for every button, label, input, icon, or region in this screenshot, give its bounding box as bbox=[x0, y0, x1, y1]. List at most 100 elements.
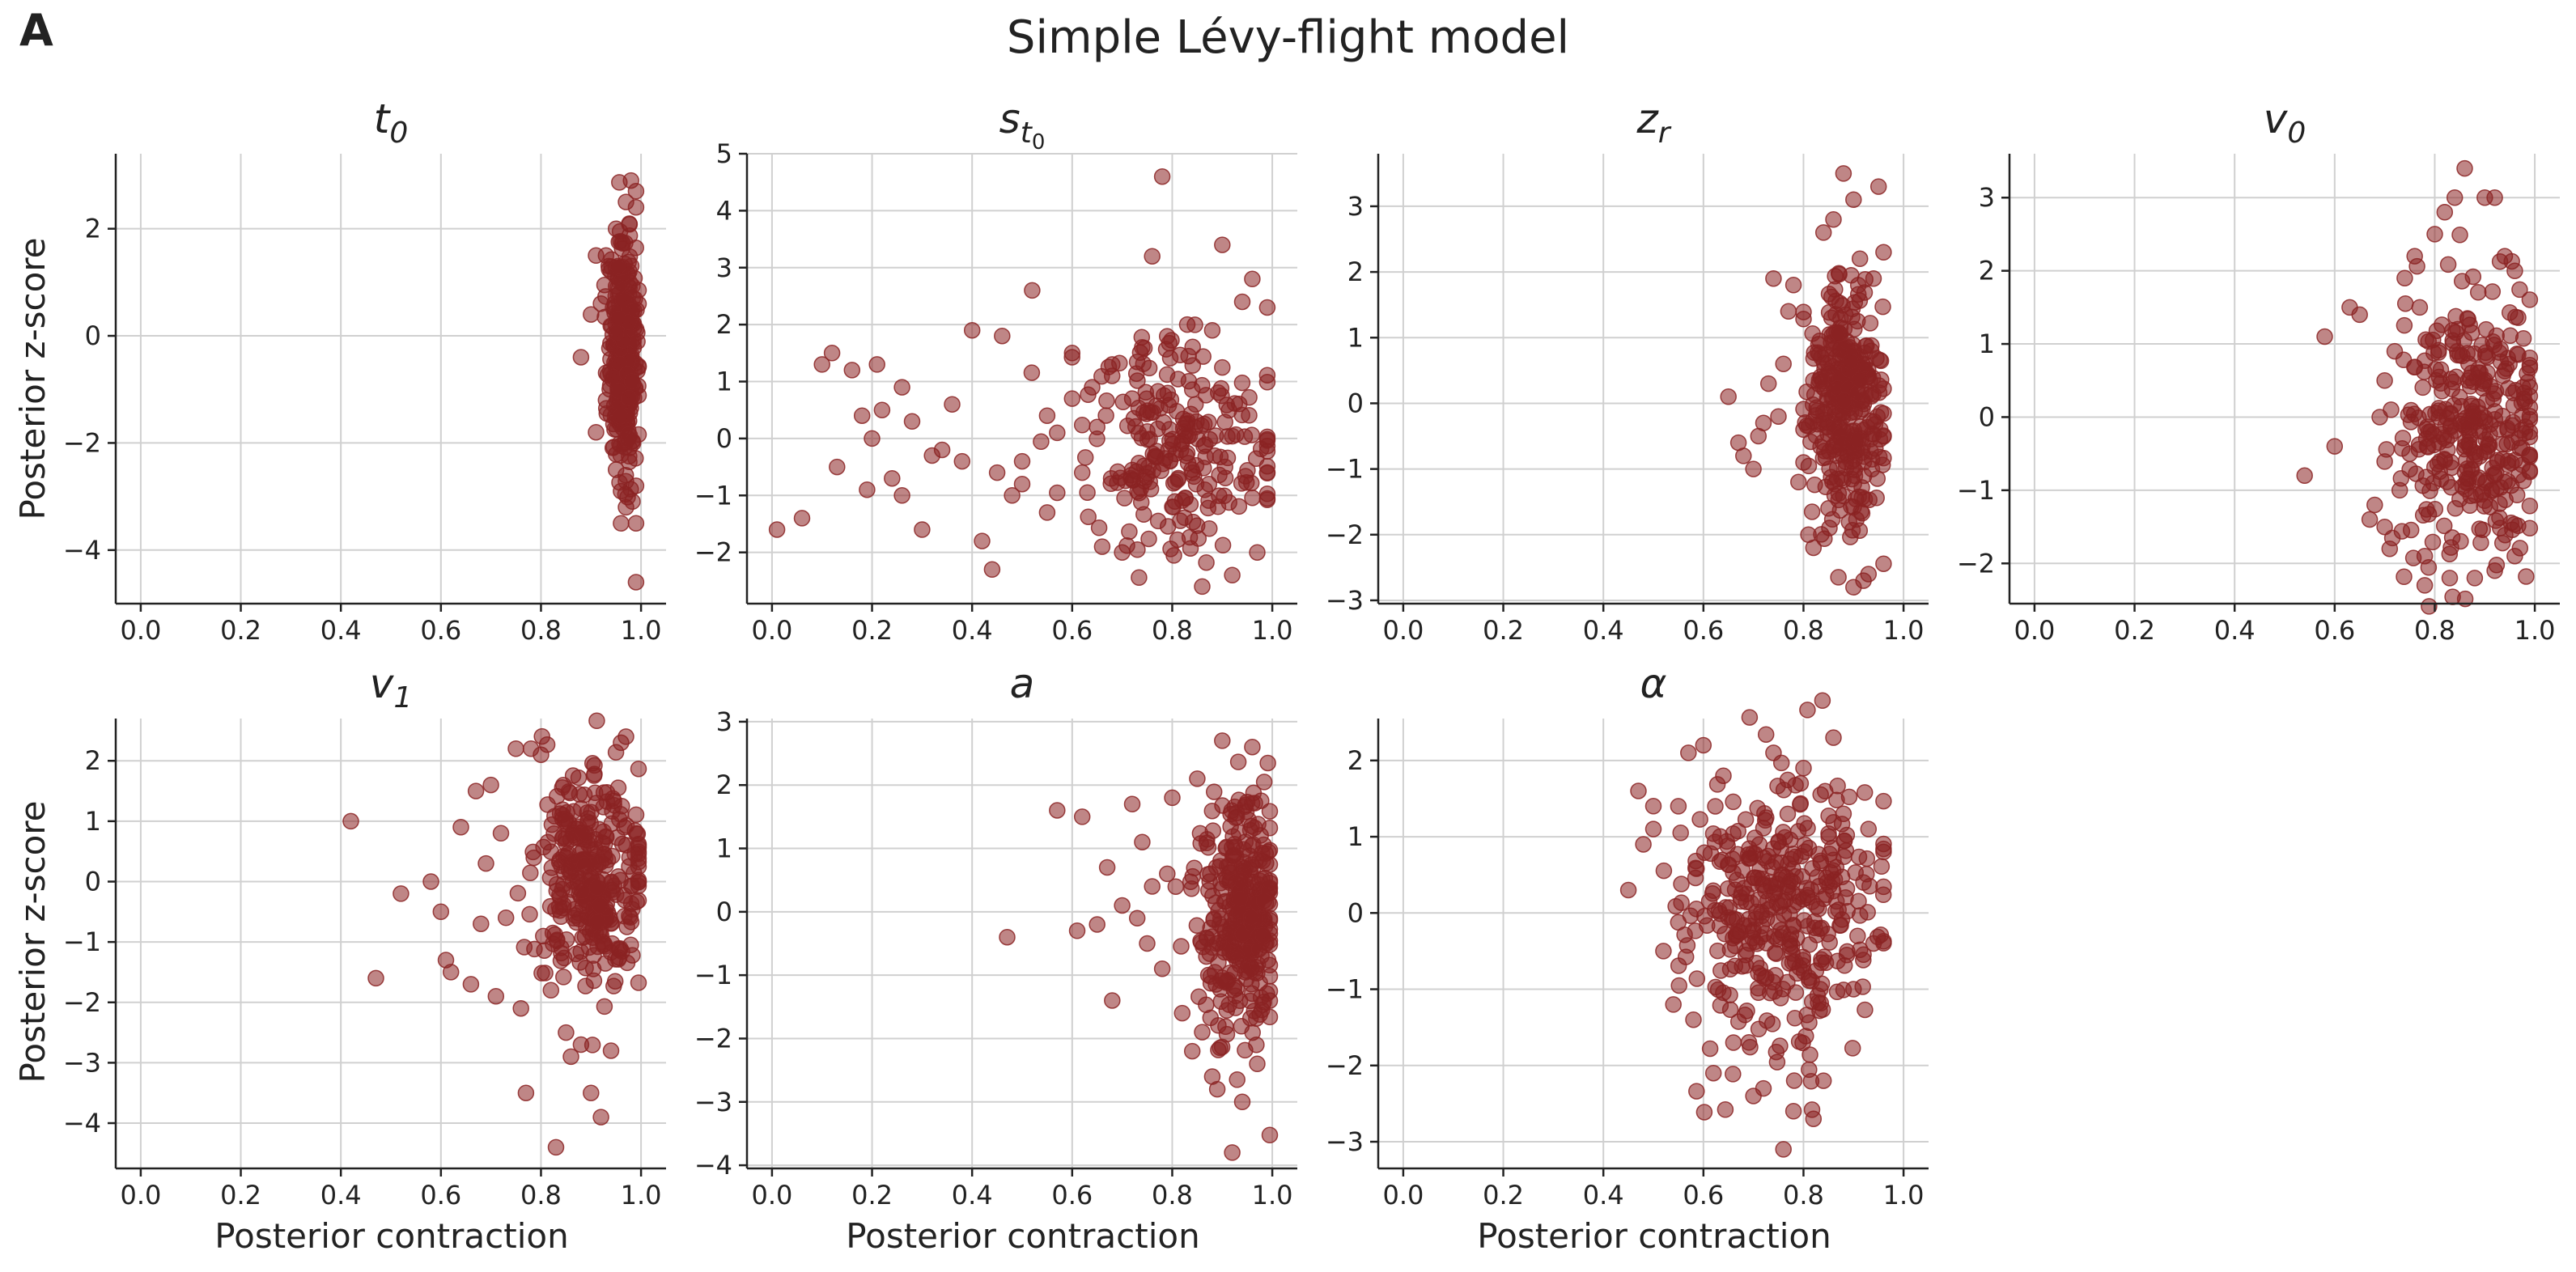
data-point bbox=[442, 964, 460, 981]
data-point bbox=[2431, 452, 2449, 470]
data-point bbox=[1713, 851, 1730, 869]
data-point bbox=[1139, 935, 1156, 952]
data-point bbox=[1242, 474, 1260, 492]
data-point bbox=[2521, 498, 2539, 515]
data-point bbox=[572, 349, 590, 366]
data-point bbox=[793, 510, 811, 527]
data-point bbox=[609, 278, 626, 295]
data-point bbox=[555, 969, 572, 986]
data-point bbox=[583, 1084, 600, 1101]
data-point bbox=[516, 939, 533, 956]
data-point bbox=[1004, 487, 1021, 504]
data-point bbox=[1803, 1101, 1821, 1118]
data-point bbox=[2419, 418, 2436, 435]
data-point bbox=[1198, 553, 1215, 571]
data-point bbox=[602, 1042, 620, 1059]
data-point bbox=[1849, 431, 1867, 448]
y-tick-label: 5 bbox=[716, 138, 732, 169]
data-point bbox=[2443, 529, 2461, 546]
data-point bbox=[1759, 1012, 1776, 1029]
data-point bbox=[452, 819, 469, 836]
data-point bbox=[1129, 372, 1146, 389]
data-point bbox=[1856, 784, 1874, 801]
data-point bbox=[1212, 993, 1230, 1011]
data-point bbox=[627, 198, 645, 216]
y-tick-label: 3 bbox=[1979, 182, 1995, 213]
data-point bbox=[1673, 894, 1690, 911]
data-point bbox=[1670, 977, 1687, 994]
data-point bbox=[1655, 862, 1673, 880]
y-tick-label: 1 bbox=[1347, 821, 1364, 852]
data-point bbox=[554, 777, 572, 794]
points bbox=[342, 712, 647, 1156]
data-point bbox=[2361, 511, 2379, 528]
x-tick-label: 0.8 bbox=[2414, 615, 2455, 646]
data-point bbox=[1619, 881, 1637, 899]
x-tick-label: 0.4 bbox=[320, 615, 362, 646]
data-point bbox=[1819, 400, 1836, 418]
data-point bbox=[2383, 401, 2400, 418]
data-point bbox=[2417, 469, 2435, 485]
data-point bbox=[1205, 783, 1223, 800]
data-point bbox=[2491, 495, 2508, 512]
data-point bbox=[2414, 379, 2431, 396]
data-point bbox=[2392, 469, 2410, 487]
data-point bbox=[2434, 316, 2451, 333]
data-point bbox=[1725, 909, 1742, 927]
y-tick-label: 0 bbox=[716, 897, 732, 927]
data-point bbox=[588, 712, 605, 730]
y-tick-label: −3 bbox=[1326, 585, 1364, 616]
figure-title: Simple Lévy-flight model bbox=[1006, 11, 1570, 64]
data-point bbox=[1830, 569, 1847, 586]
data-point bbox=[1734, 957, 1751, 975]
data-point bbox=[2416, 577, 2434, 594]
x-tick-label: 0.0 bbox=[751, 615, 792, 646]
data-point bbox=[1725, 1066, 1742, 1083]
data-point bbox=[630, 892, 647, 909]
data-point bbox=[2421, 598, 2438, 615]
data-point bbox=[2521, 349, 2539, 367]
data-point bbox=[923, 447, 940, 464]
x-tick-label: 0.2 bbox=[2114, 615, 2155, 646]
data-point bbox=[2474, 521, 2491, 538]
data-point bbox=[2438, 431, 2455, 449]
data-point bbox=[1704, 825, 1722, 842]
data-point bbox=[1846, 461, 1864, 479]
data-point bbox=[963, 321, 981, 339]
data-point bbox=[1144, 878, 1161, 895]
data-point bbox=[1784, 884, 1801, 901]
data-point bbox=[1796, 836, 1814, 854]
y-tick-label: −1 bbox=[694, 960, 732, 990]
data-point bbox=[1813, 954, 1830, 972]
x-tick-label: 0.2 bbox=[1483, 1180, 1524, 1211]
y-tick-label: −2 bbox=[63, 987, 101, 1018]
data-point bbox=[1768, 894, 1785, 912]
data-point bbox=[2430, 344, 2447, 361]
data-point bbox=[1717, 1101, 1734, 1118]
data-point bbox=[1261, 842, 1279, 859]
data-point bbox=[1116, 490, 1133, 507]
data-point bbox=[2316, 328, 2333, 346]
data-point bbox=[1216, 458, 1233, 476]
data-point bbox=[588, 795, 605, 812]
data-point bbox=[607, 951, 624, 968]
data-point bbox=[1688, 1083, 1705, 1100]
data-point bbox=[1169, 469, 1187, 487]
data-point bbox=[1875, 244, 1892, 261]
data-point bbox=[893, 379, 910, 396]
data-point bbox=[1851, 292, 1869, 309]
data-point bbox=[630, 858, 647, 876]
data-point bbox=[1780, 955, 1798, 972]
data-point bbox=[1224, 566, 1241, 584]
data-point bbox=[1708, 776, 1726, 793]
subplot-title: v0 bbox=[2264, 95, 2307, 150]
data-point bbox=[2474, 379, 2492, 397]
data-point bbox=[1860, 820, 1878, 837]
data-point bbox=[2432, 470, 2450, 488]
data-point bbox=[1079, 484, 1096, 501]
data-point bbox=[1845, 579, 1862, 596]
data-point bbox=[627, 515, 645, 532]
x-tick-label: 0.0 bbox=[751, 1180, 792, 1211]
data-point bbox=[1765, 269, 1782, 287]
data-point bbox=[609, 779, 627, 796]
